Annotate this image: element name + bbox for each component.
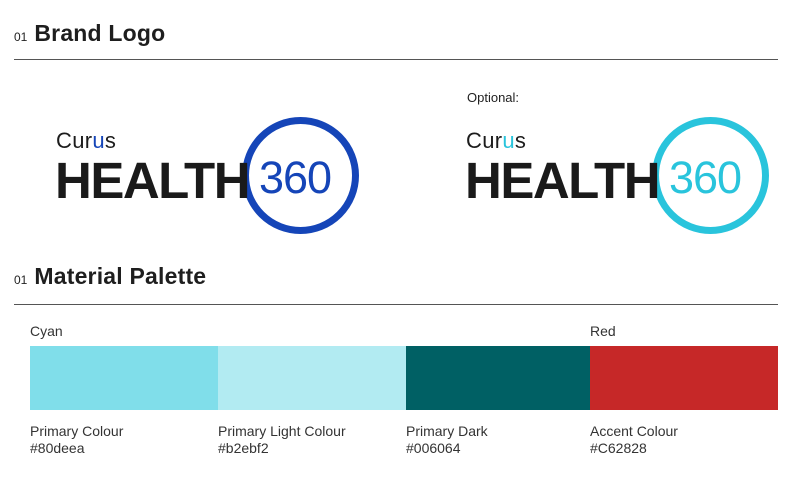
swatch-hex: #80deea [30,440,85,456]
logo-curus-part: s [104,128,117,153]
swatch-name: Primary Colour [30,423,124,439]
section-number: 01 [14,30,28,44]
color-swatch-accent [590,346,778,410]
divider [14,304,778,305]
section-heading-brand-logo: 01 Brand Logo [14,20,165,47]
brand-logo-optional: Curus HEALTH 360 [465,115,775,240]
logo-curus-text: Curus [466,128,526,154]
logo-ring [652,117,769,234]
palette-group-label-red: Red [590,323,616,339]
logo-number-text: 360 [259,152,332,203]
swatch-hex: #b2ebf2 [218,440,269,456]
divider [14,59,778,60]
section-title: Material Palette [34,263,207,289]
swatch-hex: #C62828 [590,440,647,456]
color-swatch-primary-light [218,346,406,410]
swatch-hex: #006064 [406,440,461,456]
swatch-name: Accent Colour [590,423,678,439]
swatch-name: Primary Dark [406,423,488,439]
logo-curus-u: u [92,128,105,153]
logo-curus-part: s [514,128,527,153]
section-heading-material-palette: 01 Material Palette [14,263,206,290]
logo-ring [242,117,359,234]
optional-label: Optional: [467,90,520,105]
logo-health-text: HEALTH [55,152,251,209]
palette-group-label-cyan: Cyan [30,323,63,339]
logo-curus-part: Cur [466,128,503,153]
section-title: Brand Logo [34,20,166,46]
logo-number-text: 360 [669,152,742,203]
logo-curus-u: u [502,128,515,153]
logo-curus-part: Cur [56,128,93,153]
logo-health-text: HEALTH [465,152,661,209]
brand-logo-primary: Curus HEALTH 360 [55,115,365,240]
logo-curus-text: Curus [56,128,116,154]
swatch-name: Primary Light Colour [218,423,346,439]
color-swatch-primary [30,346,218,410]
color-swatch-primary-dark [406,346,590,410]
section-number: 01 [14,273,28,287]
